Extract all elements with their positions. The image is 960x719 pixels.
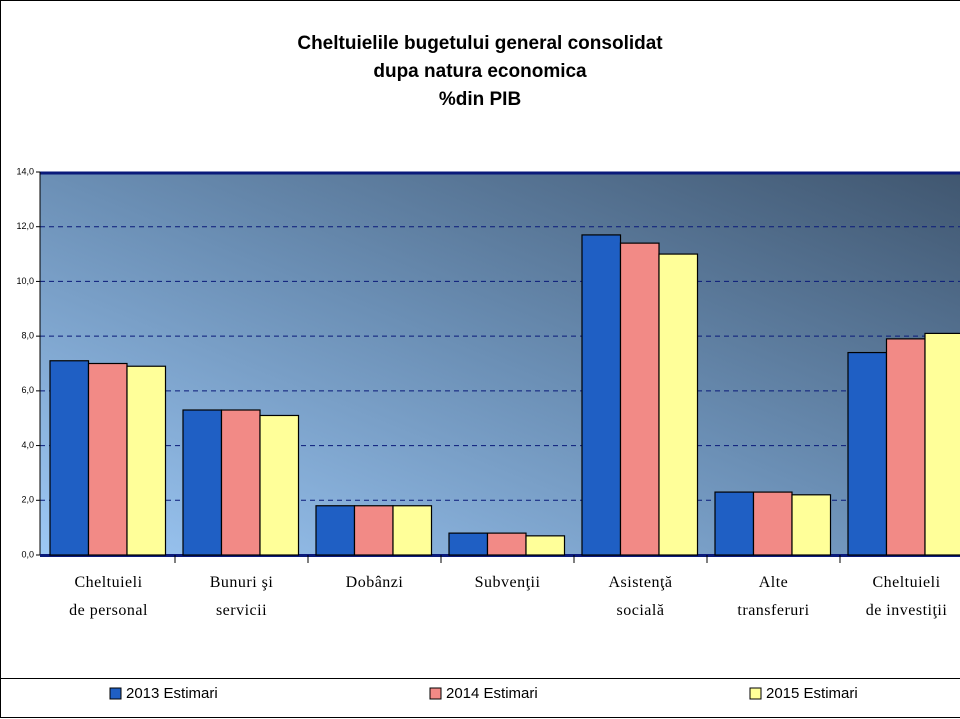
bar: [714, 491, 755, 556]
legend-label: 2015 Estimari: [766, 685, 858, 702]
x-tick-label-group: Subvenţii: [475, 574, 541, 591]
x-tick-label: Bunuri şi servicii: [210, 574, 274, 619]
x-tick-label-group: Dobânzi: [346, 574, 404, 591]
bar: [924, 332, 960, 556]
y-tick-label: 6,0: [21, 385, 34, 395]
bar: [847, 351, 888, 556]
bar: [619, 242, 660, 556]
bar: [486, 532, 527, 556]
bar: [126, 365, 167, 556]
x-tick-label-group: Cheltuieli de personal: [69, 574, 148, 619]
y-tick-label: 8,0: [21, 331, 34, 341]
legend-swatch: [109, 687, 122, 700]
bar: [182, 409, 223, 556]
x-tick-label: Dobânzi: [346, 574, 404, 591]
x-tick-label: Alte transferuri: [737, 574, 809, 619]
bar: [791, 494, 832, 556]
bar: [885, 338, 926, 556]
x-tick-label-group: Cheltuieli de investiţii: [866, 574, 948, 619]
bar: [581, 234, 622, 556]
x-tick-label: Subvenţii: [475, 574, 541, 591]
chart-title-text: Cheltuielile bugetului general consolida…: [297, 33, 663, 110]
x-tick-label-group: Asistenţă socială: [608, 574, 672, 619]
y-tick-label: 14,0: [16, 166, 34, 176]
x-tick-label-group: Bunuri şi servicii: [210, 574, 274, 619]
y-tick-label: 0,0: [21, 549, 34, 559]
bar: [49, 360, 90, 556]
chart-title: Cheltuielile bugetului general consolida…: [297, 33, 663, 110]
legend-swatch: [749, 687, 762, 700]
bar: [353, 505, 394, 556]
x-tick-label-group: Alte transferuri: [737, 574, 809, 619]
legend-swatch: [429, 687, 442, 700]
bar: [315, 505, 356, 556]
x-tick-label: Cheltuieli de investiţii: [866, 574, 948, 619]
bar: [658, 253, 699, 556]
bar: [259, 414, 300, 556]
bar: [87, 362, 128, 556]
legend-label: 2014 Estimari: [446, 685, 538, 702]
legend-label: 2013 Estimari: [126, 685, 218, 702]
y-tick-label: 10,0: [16, 276, 34, 286]
bar: [525, 535, 566, 556]
bar: [752, 491, 793, 556]
y-tick-label: 2,0: [21, 495, 34, 505]
x-tick-label: Cheltuieli de personal: [69, 574, 148, 619]
y-tick-label: 12,0: [16, 221, 34, 231]
bar: [392, 505, 433, 556]
bar: [448, 532, 489, 556]
y-tick-label: 4,0: [21, 440, 34, 450]
x-tick-label: Asistenţă socială: [608, 574, 672, 619]
bar: [220, 409, 261, 556]
